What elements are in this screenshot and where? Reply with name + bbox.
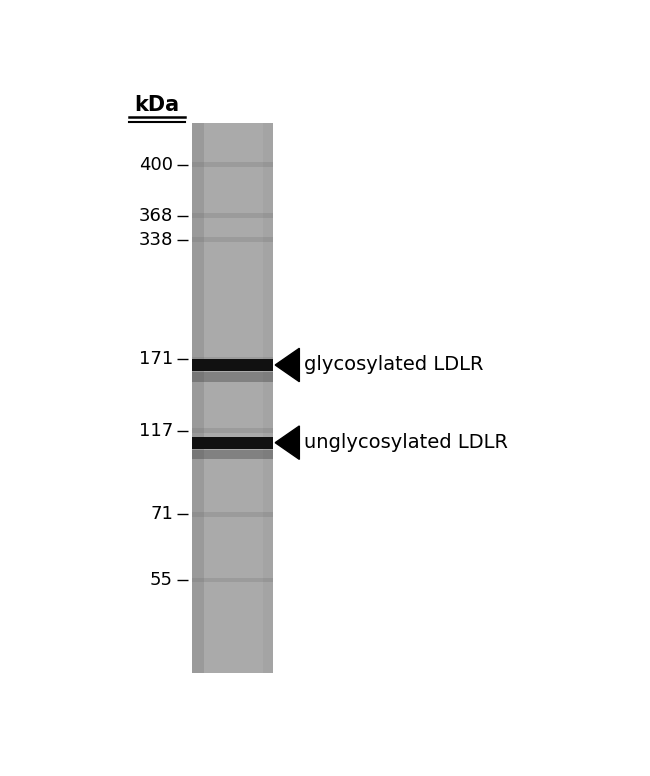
Polygon shape <box>275 426 300 459</box>
Bar <box>192 123 204 673</box>
Text: 71: 71 <box>150 505 173 523</box>
Bar <box>263 123 273 673</box>
Bar <box>192 359 273 371</box>
Bar <box>192 162 273 167</box>
Bar <box>192 357 273 362</box>
Text: 338: 338 <box>138 230 173 248</box>
Bar <box>192 428 273 433</box>
Text: 368: 368 <box>138 206 173 224</box>
Text: kDa: kDa <box>135 95 179 115</box>
Text: 400: 400 <box>139 156 173 174</box>
Text: unglycosylated LDLR: unglycosylated LDLR <box>304 433 508 452</box>
Text: glycosylated LDLR: glycosylated LDLR <box>304 355 484 375</box>
Bar <box>192 372 273 382</box>
Bar <box>192 512 273 517</box>
Bar <box>192 237 273 242</box>
Text: 171: 171 <box>138 350 173 368</box>
Bar <box>192 450 273 459</box>
Bar <box>192 123 273 673</box>
Text: 55: 55 <box>150 571 173 589</box>
Bar <box>192 577 273 583</box>
Polygon shape <box>275 348 300 382</box>
Bar <box>192 213 273 218</box>
Bar <box>192 437 273 449</box>
Text: 117: 117 <box>138 421 173 440</box>
